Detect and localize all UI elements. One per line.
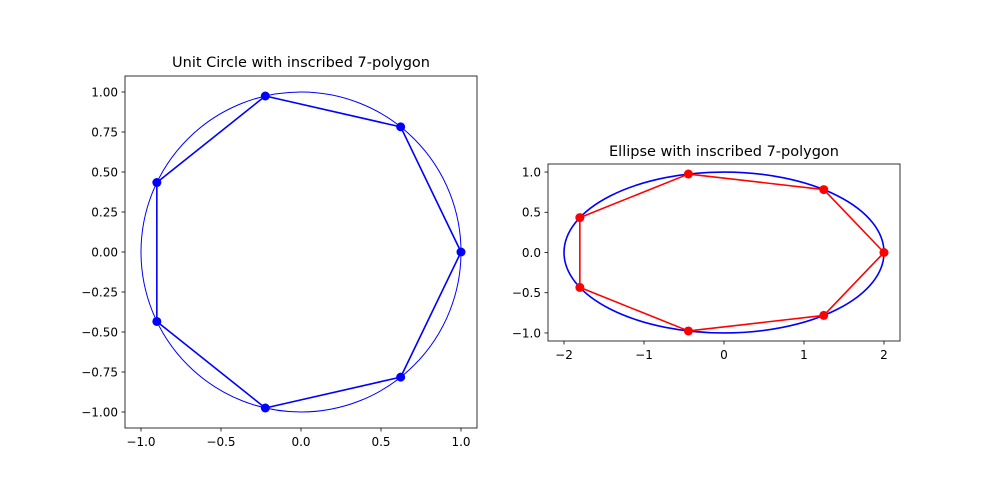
x-tick-label: −0.5	[206, 435, 235, 449]
polygon-vertex-point	[396, 372, 406, 382]
polygon-vertex-point	[575, 213, 585, 223]
polygon-vertex-point	[683, 169, 693, 179]
y-tick-label: −0.25	[81, 285, 118, 299]
y-tick-label: 0.5	[522, 206, 541, 220]
polygon-line	[156, 95, 462, 409]
x-tick-label: 0.5	[371, 435, 390, 449]
polygon-vertex-point	[819, 310, 829, 320]
polygon-vertex-point	[260, 91, 270, 101]
x-tick-label: 1	[800, 348, 808, 362]
x-tick-label: −1.0	[126, 435, 155, 449]
x-tick-label: 1.0	[451, 435, 470, 449]
polygon-vertex-point	[456, 247, 466, 257]
y-tick-label: 0.25	[91, 205, 118, 219]
chart-unit-circle: Unit Circle with inscribed 7-polygon −1.…	[81, 55, 478, 449]
x-tick-label: 0	[720, 348, 728, 362]
polygon-vertex-point	[575, 282, 585, 292]
y-tick-label: −0.5	[512, 286, 541, 300]
chart-ellipse: Ellipse with inscribed 7-polygon −2 −1 0 1 2…	[512, 144, 901, 362]
chart-title: Ellipse with inscribed 7-polygon	[609, 144, 839, 160]
y-tick-label: −0.50	[81, 325, 118, 339]
y-tick-label: 0.00	[91, 245, 118, 259]
y-tick-label: 0.75	[91, 125, 118, 139]
polygon-vertex-point	[396, 122, 406, 132]
y-tick-label: 0.50	[91, 165, 118, 179]
polygon-vertex-point	[819, 185, 829, 195]
polygon-vertex-point	[260, 403, 270, 413]
chart-title: Unit Circle with inscribed 7-polygon	[172, 55, 430, 71]
y-tick-label: 1.0	[522, 165, 541, 179]
polygon-vertex-point	[152, 316, 162, 326]
y-tick-label: −1.0	[512, 326, 541, 340]
y-tick-label: −0.75	[81, 365, 118, 379]
polygon-vertex-point	[152, 178, 162, 188]
y-tick-label: 1.00	[91, 85, 118, 99]
y-tick-label: −1.00	[81, 405, 118, 419]
x-tick-label: 2	[880, 348, 888, 362]
x-tick-label: −1	[635, 348, 653, 362]
x-tick-label: −2	[555, 348, 573, 362]
polygon-line	[579, 173, 885, 332]
polygon-vertex-point	[683, 326, 693, 336]
polygon-vertex-point	[879, 248, 889, 257]
y-tick-label: 0.0	[522, 246, 541, 260]
x-tick-label: 0.0	[291, 435, 310, 449]
